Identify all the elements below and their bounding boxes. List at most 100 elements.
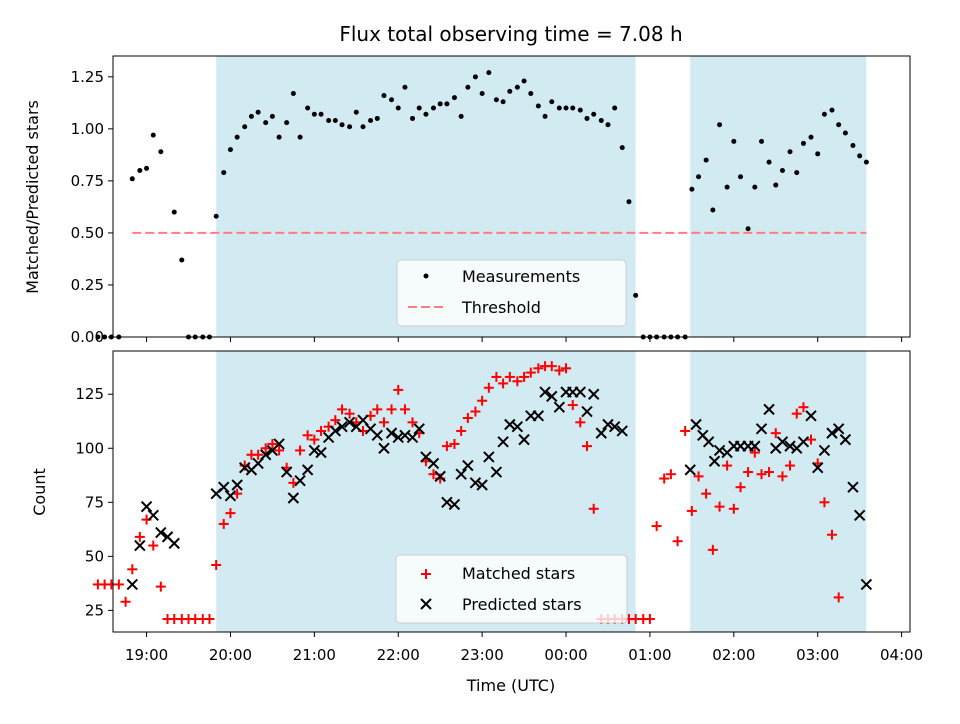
- predicted-star-point-b: [308, 444, 321, 457]
- measurement-point: [437, 101, 443, 107]
- chart-title: Flux total observing time = 7.08 h: [339, 22, 682, 46]
- bottom-x-ticks: 19:00 20:00 21:00 22:00 23:00 00:00 01:00 02:00…: [125, 632, 923, 664]
- measurement-point: [374, 115, 380, 121]
- predicted-star-point-b: [147, 509, 159, 521]
- measurement-point: [570, 105, 576, 111]
- matched-star-point: [693, 471, 704, 482]
- y-tick-label: 25: [85, 601, 104, 619]
- measurement-point: [689, 186, 695, 192]
- measurement-point: [794, 170, 800, 176]
- matched-star-point: [686, 505, 697, 516]
- measurement-point: [263, 120, 269, 126]
- matched-star-point: [777, 471, 788, 482]
- predicted-star-point-b: [462, 459, 474, 472]
- predicted-star-point: [616, 425, 628, 437]
- predicted-star-point-b: [776, 436, 789, 448]
- predicted-star-point-b: [763, 403, 775, 416]
- matched-star-point: [274, 445, 285, 456]
- predicted-star-point: [371, 429, 383, 442]
- predicted-star-point-b: [239, 462, 251, 474]
- predicted-star-point-b: [231, 479, 243, 491]
- predicted-star-point: [315, 446, 327, 459]
- measurement-point: [815, 151, 821, 157]
- legend-threshold-label: Threshold: [461, 298, 541, 317]
- predicted-star-point-b: [161, 531, 174, 543]
- measurement-point: [549, 99, 555, 105]
- measurement-point: [326, 118, 332, 124]
- top-y-axis-label: Matched/Predicted stars: [23, 100, 42, 294]
- predicted-star-point: [287, 492, 300, 504]
- matched-star-point: [337, 404, 348, 415]
- measurement-point: [577, 107, 583, 113]
- predicted-star-point-b: [476, 479, 488, 491]
- predicted-star-point: [784, 440, 796, 452]
- measurement-point: [591, 111, 597, 117]
- predicted-star-point: [126, 578, 139, 591]
- measurement-point: [605, 122, 611, 128]
- measurement-point: [779, 167, 785, 173]
- matched-star-point: [498, 378, 509, 389]
- predicted-star-point-b: [697, 429, 709, 442]
- predicted-star-point-b: [490, 466, 503, 478]
- matched-star-point: [407, 417, 418, 428]
- matched-star-point: [735, 482, 746, 493]
- predicted-star-point: [776, 436, 789, 448]
- measurement-point: [535, 103, 541, 109]
- bottom-legend: Matched stars Predicted stars: [395, 554, 628, 624]
- y-tick-label: 100: [75, 439, 104, 457]
- predicted-star-point-b: [847, 481, 859, 493]
- predicted-star-point: [797, 436, 810, 448]
- predicted-star-point-b: [434, 470, 446, 483]
- bottom-axes-frame: [112, 350, 911, 633]
- predicted-star-point: [427, 457, 440, 470]
- predicted-star-point: [853, 509, 866, 521]
- ratio-panel: 0.00 0.25 0.50 0.75 1.00 1.25 Matched/Predict…: [23, 55, 911, 346]
- predicted-star-point: [581, 405, 593, 418]
- matched-star-point: [672, 536, 683, 547]
- matched-star-point: [441, 441, 452, 452]
- predicted-star-point: [140, 500, 153, 513]
- predicted-star-point: [301, 464, 314, 476]
- x-tick-label: 01:00: [628, 646, 671, 664]
- predicted-star-point: [336, 420, 348, 433]
- predicted-star-point: [763, 403, 775, 416]
- measurement-point: [724, 184, 730, 190]
- legend-measure-marker: [423, 273, 429, 279]
- predicted-star-point: [511, 420, 524, 433]
- matched-star-point: [456, 425, 467, 436]
- measurement-point: [773, 182, 779, 188]
- legend-predicted-label: Predicted stars: [462, 595, 582, 614]
- predicted-star-point-b: [406, 431, 419, 444]
- measurement-point: [458, 113, 464, 119]
- legend-measure-label: Measurements: [462, 267, 580, 286]
- matched-star-point: [525, 367, 536, 378]
- legend-matched-label: Matched stars: [462, 564, 575, 583]
- matched-star-point: [386, 404, 397, 415]
- matched-star-point: [491, 371, 502, 382]
- predicted-star-point-b: [455, 468, 467, 480]
- matched-star-point: [372, 404, 383, 415]
- measurement-point: [829, 107, 835, 113]
- predicted-star-point-b: [497, 436, 509, 448]
- predicted-star-point: [462, 459, 474, 472]
- matched-star-point: [764, 467, 775, 478]
- matched-star-point: [806, 434, 817, 445]
- measurement-point: [787, 149, 793, 155]
- predicted-star-point-b: [708, 455, 721, 467]
- matched-star-point: [567, 400, 578, 411]
- y-tick-label: 0.00: [71, 328, 104, 346]
- predicted-star-point-b: [690, 418, 702, 431]
- measurement-point: [745, 226, 751, 232]
- measurement-point: [710, 207, 716, 213]
- y-tick-label: 50: [85, 547, 104, 565]
- predicted-star-point: [134, 539, 146, 552]
- matched-star-point: [504, 371, 515, 382]
- matched-star-point: [588, 503, 599, 514]
- matched-star-point: [462, 413, 473, 424]
- x-tick-label: 19:00: [125, 646, 168, 664]
- legend-matched-marker: [421, 569, 431, 579]
- measurement-point: [318, 111, 324, 117]
- predicted-star-point-b: [378, 442, 390, 454]
- predicted-star-point-b: [371, 429, 383, 442]
- matched-star-point: [302, 430, 313, 441]
